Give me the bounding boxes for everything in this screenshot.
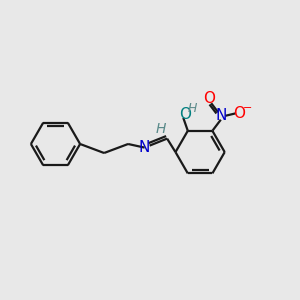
Text: H: H — [188, 102, 197, 116]
Text: O: O — [179, 107, 191, 122]
Text: N: N — [215, 108, 226, 123]
Text: −: − — [243, 103, 253, 113]
Text: N: N — [139, 140, 150, 155]
Text: O: O — [233, 106, 245, 121]
Text: O: O — [203, 91, 215, 106]
Text: H: H — [155, 122, 166, 136]
